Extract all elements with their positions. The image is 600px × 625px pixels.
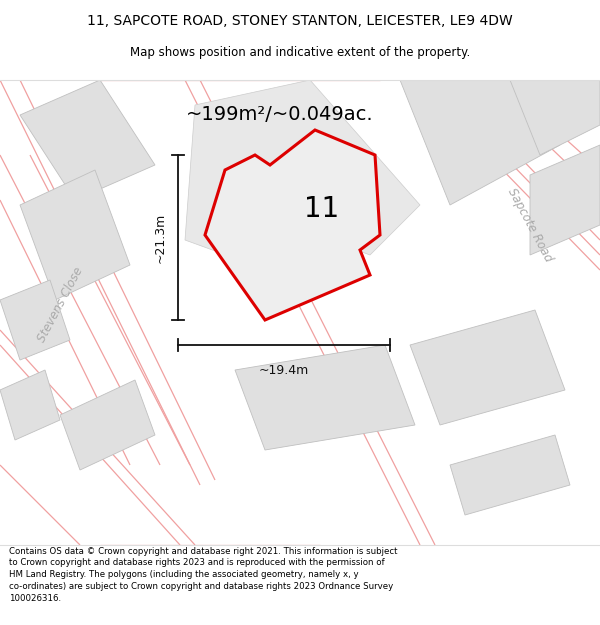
Text: ~19.4m: ~19.4m [259,364,309,376]
Polygon shape [410,310,565,425]
Polygon shape [235,345,415,450]
Polygon shape [450,435,570,515]
Text: Sapcote Road: Sapcote Road [505,186,555,264]
Text: Stevens Close: Stevens Close [35,265,85,345]
Polygon shape [20,170,130,300]
Polygon shape [530,145,600,255]
Text: 11: 11 [304,195,340,223]
Polygon shape [60,380,155,470]
Text: ~21.3m: ~21.3m [154,213,167,262]
Text: Contains OS data © Crown copyright and database right 2021. This information is : Contains OS data © Crown copyright and d… [9,547,398,602]
Text: ~199m²/~0.049ac.: ~199m²/~0.049ac. [186,106,374,124]
Polygon shape [0,370,60,440]
Text: 11, SAPCOTE ROAD, STONEY STANTON, LEICESTER, LE9 4DW: 11, SAPCOTE ROAD, STONEY STANTON, LEICES… [87,14,513,28]
Text: Map shows position and indicative extent of the property.: Map shows position and indicative extent… [130,46,470,59]
Polygon shape [0,280,70,360]
Polygon shape [400,80,560,205]
Polygon shape [510,80,600,155]
Polygon shape [205,130,380,320]
Polygon shape [20,80,155,200]
Polygon shape [185,80,420,280]
